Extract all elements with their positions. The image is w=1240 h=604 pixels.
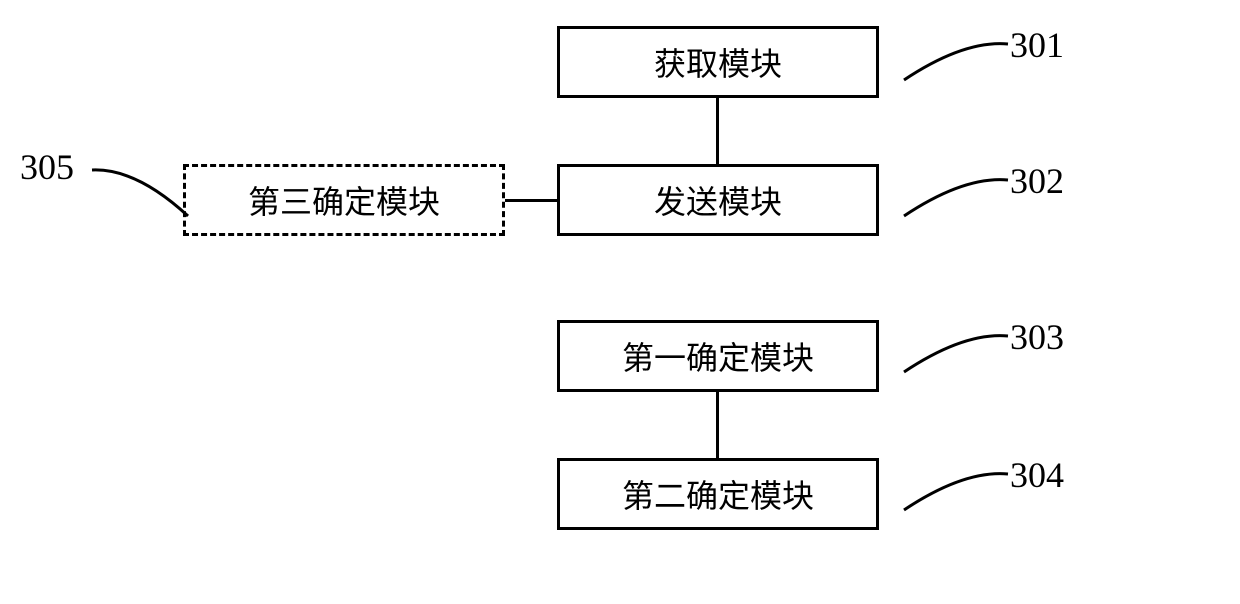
leader-305	[0, 0, 1240, 604]
diagram-canvas: 获取模块 发送模块 第一确定模块 第二确定模块 第三确定模块 301 302 3…	[0, 0, 1240, 604]
